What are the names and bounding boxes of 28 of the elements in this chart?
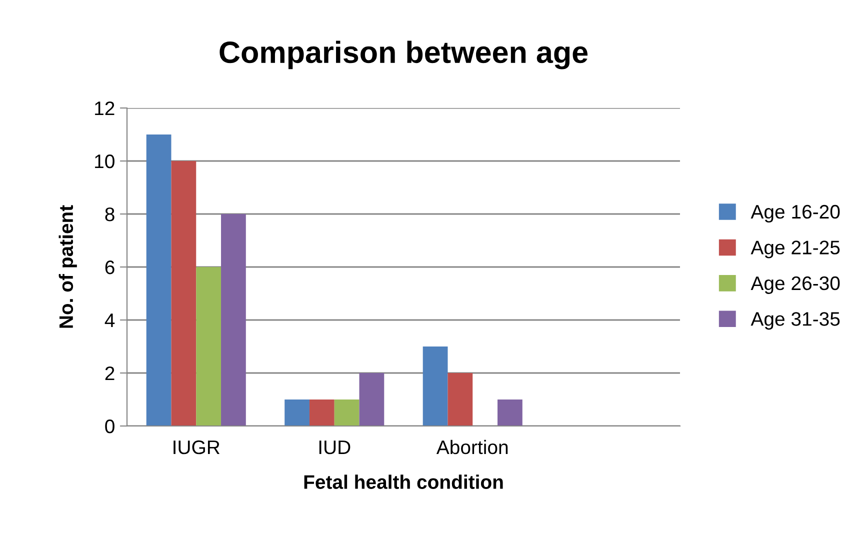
- bar: [334, 400, 360, 426]
- bar: [498, 400, 522, 426]
- legend-label: Age 31-35: [750, 312, 840, 330]
- x-tick-label: Abortion: [436, 440, 508, 454]
- x-axis-title: Fetal health condition: [304, 474, 503, 489]
- bar: [309, 400, 334, 426]
- legend-label: Age 21-25: [750, 240, 840, 258]
- y-tick-label: 2: [105, 366, 114, 380]
- bar: [422, 346, 448, 426]
- bar: [146, 134, 172, 426]
- bar: [196, 267, 222, 426]
- y-tick-label: 4: [104, 314, 115, 328]
- legend-label: Age 16-20: [750, 204, 840, 223]
- x-tick-label: IUD: [319, 440, 350, 454]
- bar: [359, 373, 384, 426]
- y-tick-label: 10: [95, 154, 114, 168]
- y-tick-label: 6: [105, 260, 114, 274]
- y-tick-label: 8: [105, 207, 114, 222]
- y-tick-label: 0: [105, 419, 114, 434]
- y-tick-label: 12: [95, 101, 114, 116]
- chart-title: Comparison between age: [220, 40, 588, 70]
- bar: [448, 373, 473, 426]
- bar: [284, 400, 310, 426]
- bar: [221, 214, 246, 426]
- bar: [171, 161, 196, 426]
- y-axis-title: No. of patient: [58, 205, 77, 328]
- legend-label: Age 26-30: [750, 276, 840, 294]
- x-tick-label: IUGR: [174, 440, 220, 454]
